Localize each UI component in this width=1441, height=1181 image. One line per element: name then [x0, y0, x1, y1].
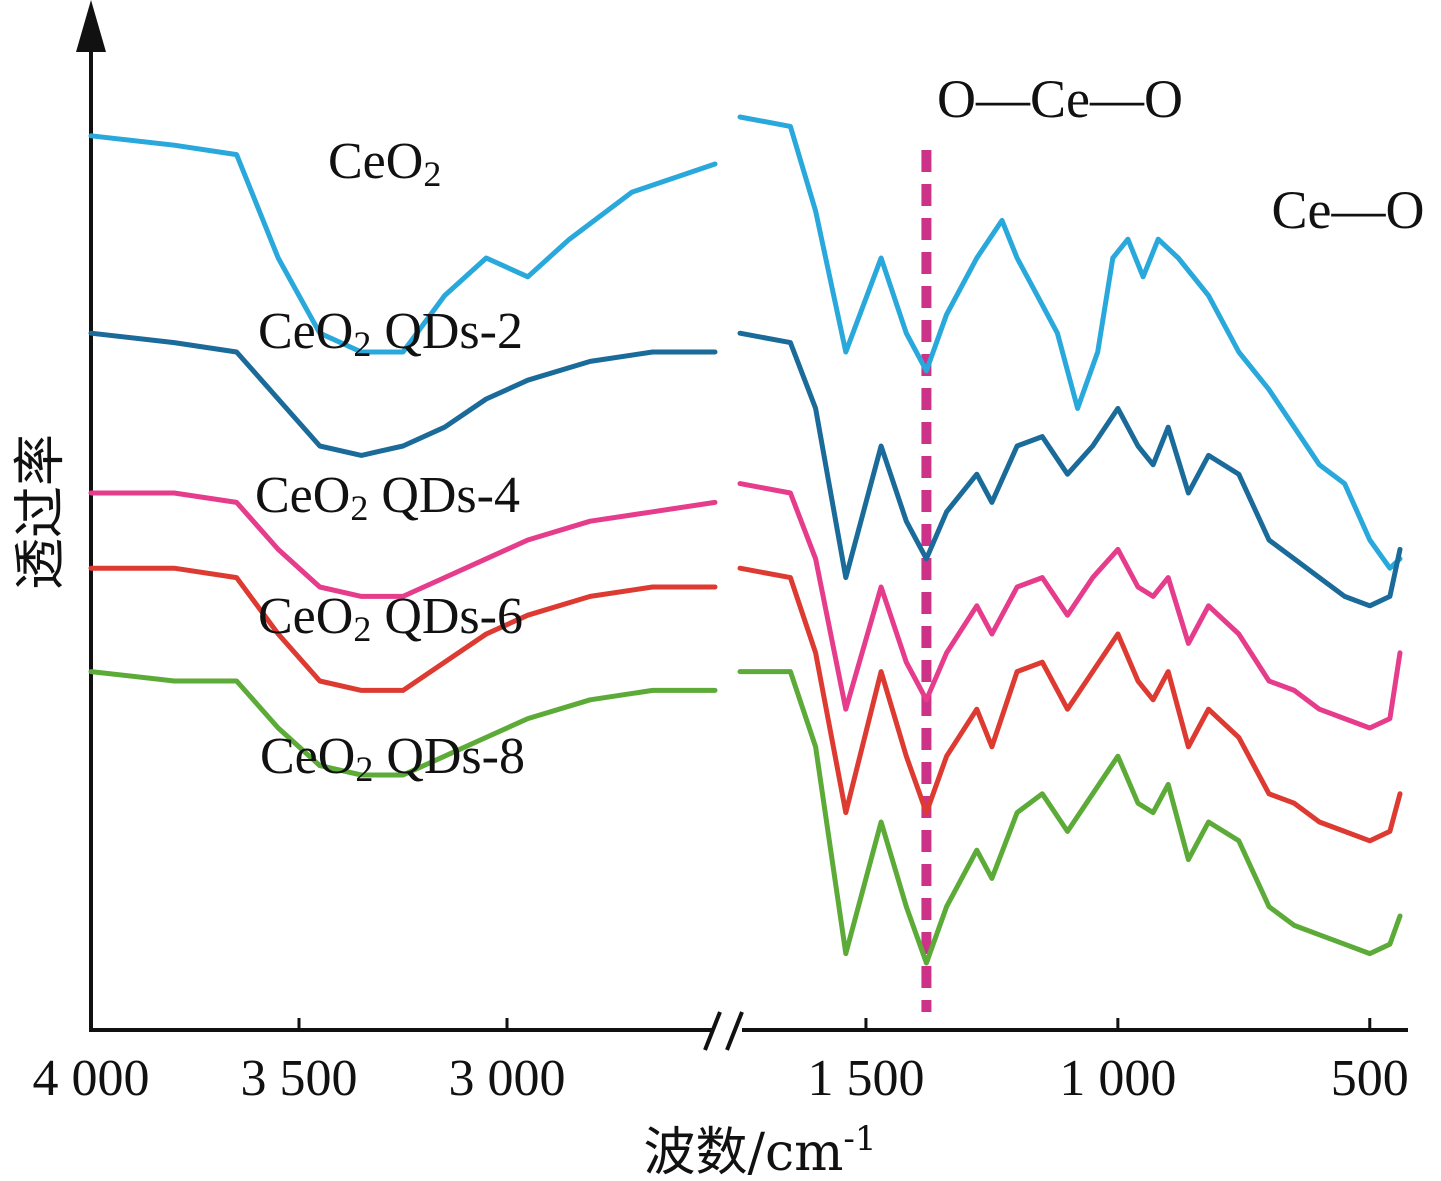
annotations: O—Ce—O Ce—O	[937, 69, 1424, 240]
x-ticks: 4 000 3 500 3 000 1 500 1 000 500	[33, 1018, 1409, 1107]
series-labels: CeO2 CeO2 QDs-2 CeO2 QDs-4 CeO2 QDs-6 CeO2 Q…	[255, 133, 525, 789]
series-label-2: CeO2 QDs-2	[258, 303, 523, 364]
series-line-3-low	[737, 481, 1403, 731]
y-axis-arrow	[76, 0, 106, 52]
series-lines	[88, 114, 1403, 966]
x-tick-label: 3 500	[241, 1050, 358, 1107]
y-axis-title: 透过率	[11, 434, 71, 590]
x-tick-label: 3 000	[449, 1050, 566, 1107]
x-tick-label: 4 000	[33, 1050, 150, 1107]
series-line-5-low	[737, 669, 1403, 966]
band-annotation-2: Ce—O	[1272, 180, 1425, 240]
x-axis-title-main: 波数/cm	[643, 1123, 843, 1181]
series-line-4-high	[88, 565, 718, 693]
x-tick-label: 500	[1331, 1050, 1409, 1107]
series-line-3-high	[88, 490, 718, 599]
x-tick-label: 1 000	[1059, 1050, 1176, 1107]
series-line-2-low	[737, 330, 1403, 609]
series-label-4: CeO2 QDs-6	[258, 588, 523, 649]
series-line-1-high	[88, 133, 718, 355]
x-axis-title-sup: -1	[843, 1119, 876, 1159]
band-annotation-1: O—Ce—O	[937, 69, 1183, 129]
series-label-1: CeO2	[328, 133, 441, 194]
x-axis-title: 波数/cm-1	[643, 1119, 876, 1181]
x-tick-label: 1 500	[807, 1050, 924, 1107]
axis-break-mark-2	[725, 1011, 744, 1051]
series-line-5-high	[88, 669, 718, 778]
series-line-1-low	[737, 114, 1403, 571]
series-line-2-high	[88, 330, 718, 458]
series-label-3: CeO2 QDs-4	[255, 467, 520, 528]
series-line-4-low	[737, 565, 1403, 844]
axis-break-mark-1	[703, 1011, 722, 1051]
series-label-5: CeO2 QDs-8	[260, 728, 525, 789]
